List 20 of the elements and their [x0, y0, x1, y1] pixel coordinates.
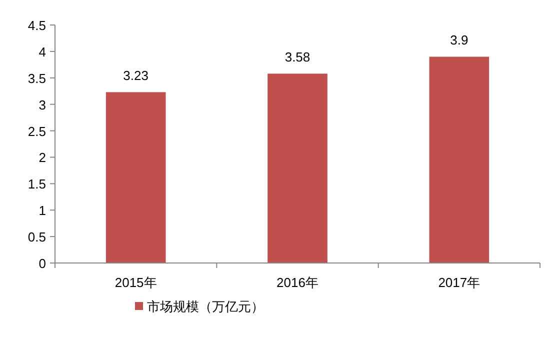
- bar: [429, 56, 490, 263]
- x-tick-label: 2015年: [114, 275, 157, 290]
- x-tick-label: 2016年: [276, 275, 318, 290]
- bar: [268, 74, 328, 263]
- bar: [106, 92, 166, 263]
- y-tick-label: 2: [38, 150, 46, 166]
- legend-label: 市场规模（万亿元）: [147, 299, 264, 314]
- data-label: 3.23: [123, 68, 148, 84]
- y-tick-label: 3.5: [28, 70, 46, 86]
- y-tick-label: 3: [38, 97, 46, 112]
- y-tick-label: 2.5: [28, 124, 46, 139]
- y-tick-label: 0.5: [28, 230, 46, 245]
- data-label: 3.9: [450, 32, 468, 48]
- y-tick-label: 4.5: [28, 18, 46, 33]
- x-tick-label: 2017年: [438, 275, 480, 290]
- y-tick-label: 1.5: [28, 176, 46, 192]
- y-tick-label: 1: [38, 203, 46, 218]
- y-tick-label: 4: [38, 44, 46, 60]
- y-tick-label: 0: [38, 256, 46, 271]
- data-label: 3.58: [284, 50, 310, 65]
